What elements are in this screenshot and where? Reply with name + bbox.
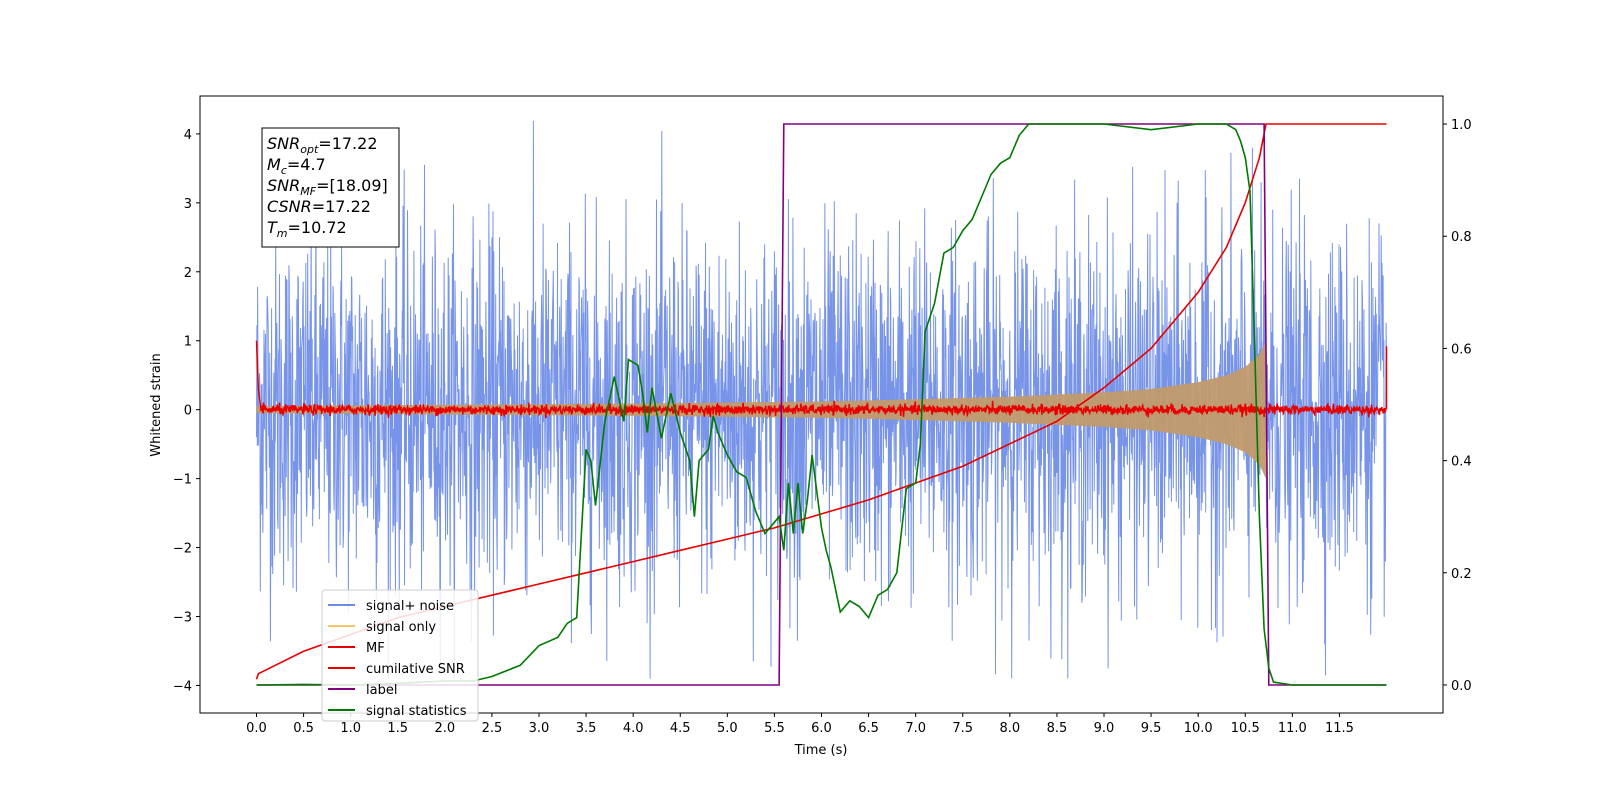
y-tick-label: 2	[184, 266, 192, 281]
annotation-line: SNRMF=[18.09]	[267, 176, 388, 198]
x-tick-label: 6.0	[811, 721, 832, 736]
y-tick-label: −3	[173, 610, 192, 625]
x-tick-label: 5.0	[717, 721, 738, 736]
legend-label: signal+ noise	[366, 599, 454, 614]
x-tick-label: 0.5	[293, 721, 314, 736]
legend-label: MF	[366, 641, 385, 656]
x-tick-label: 3.0	[529, 721, 550, 736]
x-tick-label: 8.5	[1047, 721, 1068, 736]
x-tick-label: 2.0	[434, 721, 455, 736]
annotation-value: =[18.09]	[316, 176, 388, 195]
y-tick-label: −4	[173, 679, 192, 694]
annotation-line: Mc=4.7	[267, 155, 326, 177]
y-tick-label: −1	[173, 473, 192, 488]
annotation-subscript: opt	[300, 143, 319, 156]
y2-tick-label: 0.6	[1451, 342, 1472, 357]
annotation-subscript: m	[277, 227, 288, 240]
x-tick-label: 11.5	[1325, 721, 1354, 736]
x-tick-label: 8.0	[999, 721, 1020, 736]
annotation-line: SNRopt=17.22	[267, 134, 378, 156]
legend-label: label	[366, 683, 397, 698]
annotation-frame	[261, 127, 400, 248]
x-tick-label: 3.5	[576, 721, 597, 736]
legend-label: signal statistics	[366, 704, 467, 719]
x-tick-label: 4.0	[623, 721, 644, 736]
annotation-symbol: T	[267, 218, 278, 237]
x-tick-label: 7.0	[905, 721, 926, 736]
y-tick-label: 1	[184, 335, 192, 350]
y2-tick-label: 1.0	[1451, 118, 1472, 133]
y-tick-label: −2	[173, 542, 192, 557]
legend-label: cumilative SNR	[366, 662, 465, 677]
y2-tick-label: 0.0	[1451, 679, 1472, 694]
x-tick-label: 1.0	[340, 721, 361, 736]
x-tick-label: 10.0	[1184, 721, 1213, 736]
y-axis-ticks: 4 3 2 1 0 −1 −2 −3 −4	[173, 128, 200, 694]
y2-axis-ticks: 1.0 0.8 0.6 0.4 0.2 0.0	[1443, 118, 1472, 694]
annotation-subscript: MF	[300, 185, 316, 198]
annotation-symbol: M	[267, 155, 281, 174]
annotation-symbol: SNR	[267, 176, 300, 195]
x-axis-label: Time (s)	[794, 743, 848, 758]
x-tick-label: 2.5	[482, 721, 503, 736]
y2-tick-label: 0.8	[1451, 230, 1472, 245]
x-tick-label: 6.5	[858, 721, 879, 736]
series-mf-line	[255, 340, 1388, 419]
x-tick-label: 9.5	[1141, 721, 1162, 736]
legend-label: signal only	[366, 620, 436, 635]
legend: signal+ noise signal only MF cumilative SNR…	[321, 589, 479, 722]
x-axis-ticks: 0.0 0.5 1.0 1.5 2.0 2.5 3.0 3.5 4.0 4.5 5.0 5.5 6.0 6…	[246, 713, 1354, 736]
metrics-annotation-box: SNRopt=17.22Mc=4.7SNRMF=[18.09]CSNR=17.2…	[261, 127, 400, 248]
y2-tick-label: 0.2	[1451, 567, 1472, 582]
y-tick-label: 4	[184, 128, 192, 143]
y-tick-label: 0	[184, 404, 192, 419]
x-tick-label: 5.5	[764, 721, 785, 736]
annotation-value: =17.22	[318, 134, 377, 153]
legend-frame	[321, 589, 479, 722]
x-tick-label: 10.5	[1231, 721, 1260, 736]
annotation-symbol: SNR	[267, 134, 300, 153]
x-tick-label: 4.5	[670, 721, 691, 736]
series-signal-statistics-line	[256, 123, 1387, 686]
y2-tick-label: 0.4	[1451, 455, 1472, 470]
annotation-line: CSNR=17.22	[267, 197, 371, 216]
annotation-subscript: c	[281, 164, 287, 177]
annotation-value: =4.7	[287, 155, 326, 174]
x-tick-label: 7.5	[952, 721, 973, 736]
annotation-value: =10.72	[288, 218, 347, 237]
y-tick-label: 3	[184, 197, 192, 212]
y-axis-label: Whitened strain	[149, 353, 164, 456]
annotation-value: =17.22	[312, 197, 371, 216]
annotation-symbol: CSNR	[267, 197, 312, 216]
x-tick-label: 11.0	[1278, 721, 1307, 736]
annotation-line: Tm=10.72	[267, 218, 347, 240]
x-tick-label: 9.0	[1094, 721, 1115, 736]
x-tick-label: 1.5	[387, 721, 408, 736]
x-tick-label: 0.0	[246, 721, 267, 736]
